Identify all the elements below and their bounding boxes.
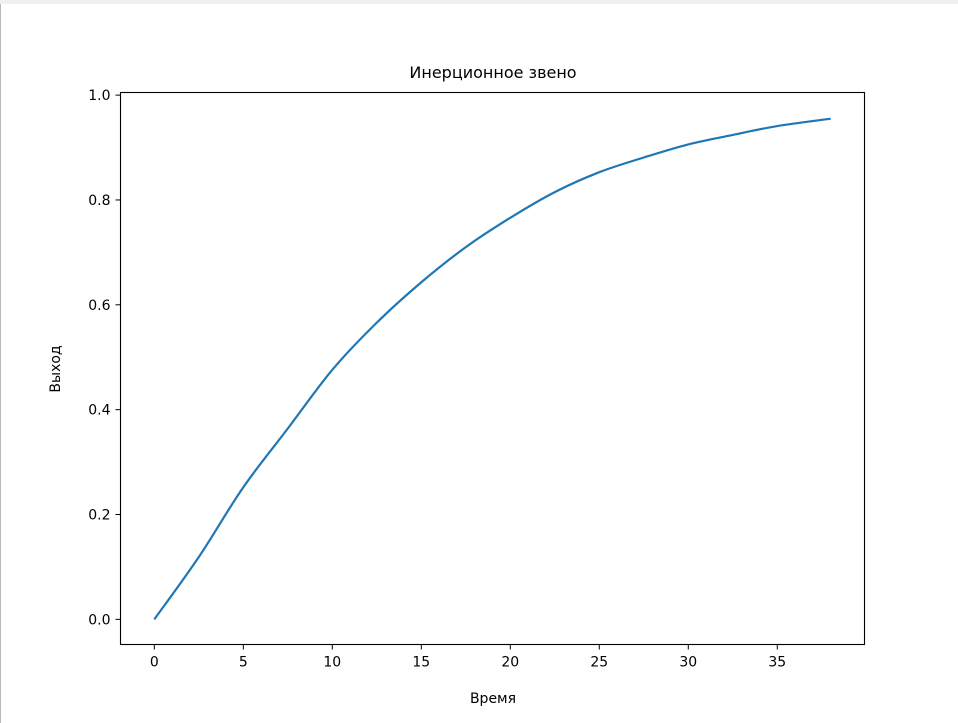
y-axis-label: Выход [48, 345, 64, 392]
series-line [153, 117, 831, 620]
y-tick-label: 0.8 [88, 193, 110, 209]
chart-title: Инерционное звено [409, 63, 576, 82]
y-tick-label: 0.4 [88, 403, 110, 419]
x-tick-label: 30 [679, 655, 697, 671]
x-axis-label: Время [470, 691, 516, 707]
y-tick-label: 0.6 [88, 298, 110, 314]
y-tick-label: 0.0 [88, 612, 110, 628]
x-tick-label: 15 [412, 655, 430, 671]
plot-area-frame [119, 91, 866, 646]
x-tick-label: 5 [239, 655, 248, 671]
x-tick-label: 25 [590, 655, 608, 671]
x-tick-label: 35 [768, 655, 786, 671]
x-tick-label: 10 [323, 655, 341, 671]
y-tick-label: 1.0 [88, 88, 110, 104]
window-left-edge [0, 4, 1, 723]
x-tick-label: 20 [501, 655, 519, 671]
y-tick-label: 0.2 [88, 507, 110, 523]
window-top-strip [0, 0, 958, 4]
x-tick-label: 0 [150, 655, 159, 671]
